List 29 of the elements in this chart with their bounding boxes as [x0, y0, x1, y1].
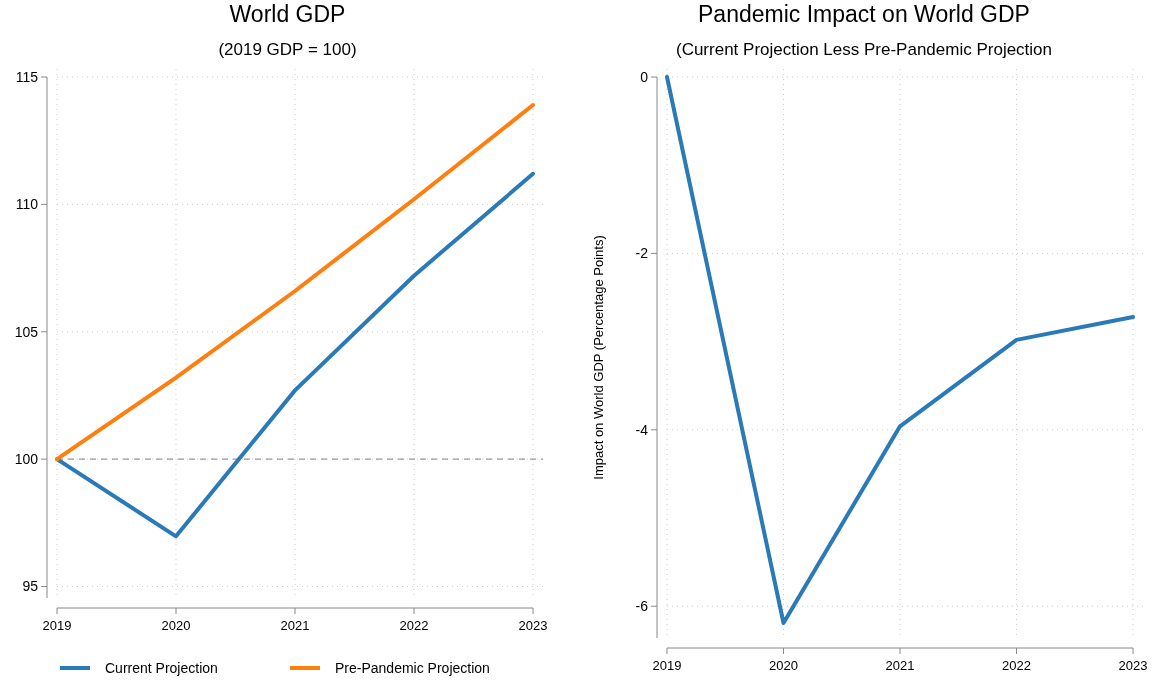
chart-subtitle: (2019 GDP = 100)	[218, 40, 357, 59]
x-tick-label: 2022	[1002, 658, 1031, 673]
x-tick-label: 2020	[769, 658, 798, 673]
chart-subtitle: (Current Projection Less Pre-Pandemic Projection	[675, 40, 1053, 59]
legend-label: Pre-Pandemic Projection	[335, 659, 490, 676]
line-series	[55, 103, 535, 462]
x-tick-label: 2019	[42, 618, 72, 633]
y-tick-label: -6	[635, 598, 649, 615]
line-series	[665, 75, 1135, 626]
x-tick-label: 2023	[518, 618, 548, 633]
y-tick-label: 100	[14, 451, 39, 468]
x-tick-label: 2021	[280, 618, 310, 633]
x-tick-label: 2022	[399, 618, 429, 633]
y-tick-label: 115	[15, 68, 39, 85]
chart-title: World GDP	[229, 1, 346, 27]
x-tick-label: 2021	[885, 658, 915, 673]
y-tick-label: 95	[22, 578, 39, 595]
legend-label: Current Projection	[105, 659, 218, 676]
chart-title: Pandemic Impact on World GDP	[698, 1, 1030, 27]
x-tick-label: 2019	[652, 658, 682, 673]
y-tick-label: -4	[635, 421, 649, 438]
y-tick-label: 110	[15, 196, 39, 213]
x-tick-label: 2023	[1118, 658, 1148, 673]
y-tick-label: -2	[635, 245, 649, 262]
line-series	[55, 171, 535, 539]
x-tick-label: 2020	[161, 618, 191, 633]
y-tick-label: 105	[14, 323, 39, 340]
y-tick-label: 0	[640, 68, 649, 85]
y-axis-title: Impact on World GDP (Percentage Points)	[591, 235, 606, 480]
